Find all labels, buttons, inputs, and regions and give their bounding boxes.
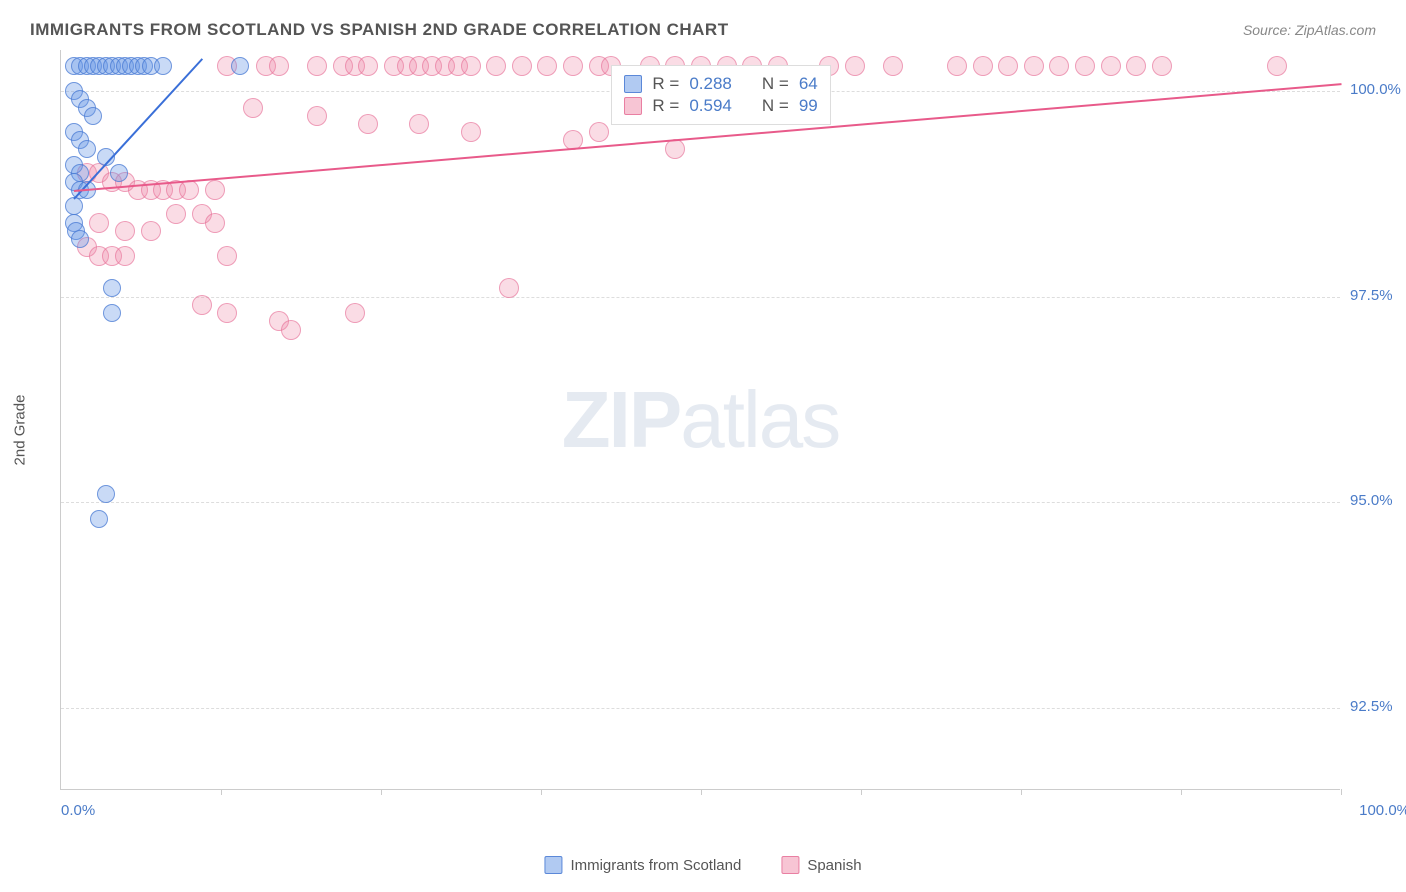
stats-row: R = 0.594 N = 99 bbox=[624, 96, 817, 116]
scatter-point bbox=[217, 303, 237, 323]
gridline-horizontal bbox=[61, 297, 1340, 298]
gridline-horizontal bbox=[61, 502, 1340, 503]
r-label: R = bbox=[652, 74, 679, 94]
scatter-point bbox=[154, 57, 172, 75]
scatter-point bbox=[1101, 56, 1121, 76]
source-attribution: Source: ZipAtlas.com bbox=[1243, 22, 1376, 38]
x-tick bbox=[381, 789, 382, 795]
scatter-point bbox=[97, 485, 115, 503]
scatter-point bbox=[563, 56, 583, 76]
scatter-point bbox=[589, 122, 609, 142]
scatter-point bbox=[1152, 56, 1172, 76]
scatter-point bbox=[231, 57, 249, 75]
scatter-point bbox=[103, 304, 121, 322]
scatter-point bbox=[166, 204, 186, 224]
scatter-point bbox=[90, 510, 108, 528]
r-value: 0.288 bbox=[689, 74, 732, 94]
scatter-point bbox=[217, 246, 237, 266]
x-tick bbox=[541, 789, 542, 795]
chart-title: IMMIGRANTS FROM SCOTLAND VS SPANISH 2ND … bbox=[30, 20, 729, 40]
scatter-point bbox=[1049, 56, 1069, 76]
r-label: R = bbox=[652, 96, 679, 116]
y-tick-label: 100.0% bbox=[1350, 81, 1406, 98]
gridline-horizontal bbox=[61, 708, 1340, 709]
n-value: 64 bbox=[799, 74, 818, 94]
legend-label: Spanish bbox=[807, 857, 861, 874]
scatter-point bbox=[1075, 56, 1095, 76]
scatter-point bbox=[205, 213, 225, 233]
scatter-point bbox=[486, 56, 506, 76]
scatter-point bbox=[461, 56, 481, 76]
scatter-point bbox=[71, 230, 89, 248]
legend: Immigrants from Scotland Spanish bbox=[544, 856, 861, 874]
scatter-point bbox=[1126, 56, 1146, 76]
y-axis-label: 2nd Grade bbox=[12, 395, 29, 466]
n-value: 99 bbox=[799, 96, 818, 116]
scatter-point bbox=[358, 114, 378, 134]
scatter-point bbox=[103, 279, 121, 297]
scatter-point bbox=[78, 140, 96, 158]
scatter-point bbox=[1267, 56, 1287, 76]
scatter-point bbox=[409, 114, 429, 134]
x-tick bbox=[861, 789, 862, 795]
scatter-point bbox=[345, 303, 365, 323]
scatter-point bbox=[1024, 56, 1044, 76]
stats-box: R = 0.288 N = 64 R = 0.594 N = 99 bbox=[611, 65, 830, 125]
scatter-point bbox=[307, 106, 327, 126]
scatter-point bbox=[281, 320, 301, 340]
plot-region: ZIPatlas 100.0%97.5%95.0%92.5%0.0%100.0%… bbox=[60, 50, 1340, 790]
legend-swatch bbox=[544, 856, 562, 874]
scatter-point bbox=[192, 295, 212, 315]
watermark: ZIPatlas bbox=[562, 374, 839, 466]
x-tick bbox=[221, 789, 222, 795]
scatter-point bbox=[883, 56, 903, 76]
stats-row: R = 0.288 N = 64 bbox=[624, 74, 817, 94]
scatter-point bbox=[110, 164, 128, 182]
scatter-point bbox=[307, 56, 327, 76]
scatter-point bbox=[65, 197, 83, 215]
scatter-point bbox=[947, 56, 967, 76]
n-label: N = bbox=[762, 96, 789, 116]
scatter-point bbox=[115, 246, 135, 266]
x-tick bbox=[701, 789, 702, 795]
scatter-point bbox=[89, 213, 109, 233]
scatter-point bbox=[358, 56, 378, 76]
trend-line bbox=[73, 59, 202, 200]
y-tick-label: 97.5% bbox=[1350, 287, 1406, 304]
scatter-point bbox=[499, 278, 519, 298]
scatter-point bbox=[845, 56, 865, 76]
legend-item: Immigrants from Scotland bbox=[544, 856, 741, 874]
x-tick-label: 0.0% bbox=[61, 802, 95, 819]
n-label: N = bbox=[762, 74, 789, 94]
x-tick-label: 100.0% bbox=[1359, 802, 1406, 819]
scatter-point bbox=[84, 107, 102, 125]
scatter-point bbox=[512, 56, 532, 76]
scatter-point bbox=[205, 180, 225, 200]
scatter-point bbox=[461, 122, 481, 142]
y-tick-label: 92.5% bbox=[1350, 698, 1406, 715]
scatter-point bbox=[269, 56, 289, 76]
scatter-point bbox=[141, 221, 161, 241]
y-tick-label: 95.0% bbox=[1350, 492, 1406, 509]
series-swatch bbox=[624, 97, 642, 115]
legend-swatch bbox=[781, 856, 799, 874]
legend-item: Spanish bbox=[781, 856, 861, 874]
x-tick bbox=[1341, 789, 1342, 795]
x-tick bbox=[1021, 789, 1022, 795]
series-swatch bbox=[624, 75, 642, 93]
scatter-point bbox=[537, 56, 557, 76]
chart-area: 2nd Grade ZIPatlas 100.0%97.5%95.0%92.5%… bbox=[60, 50, 1376, 810]
scatter-point bbox=[115, 221, 135, 241]
legend-label: Immigrants from Scotland bbox=[570, 857, 741, 874]
scatter-point bbox=[243, 98, 263, 118]
r-value: 0.594 bbox=[689, 96, 732, 116]
scatter-point bbox=[998, 56, 1018, 76]
x-tick bbox=[1181, 789, 1182, 795]
scatter-point bbox=[973, 56, 993, 76]
